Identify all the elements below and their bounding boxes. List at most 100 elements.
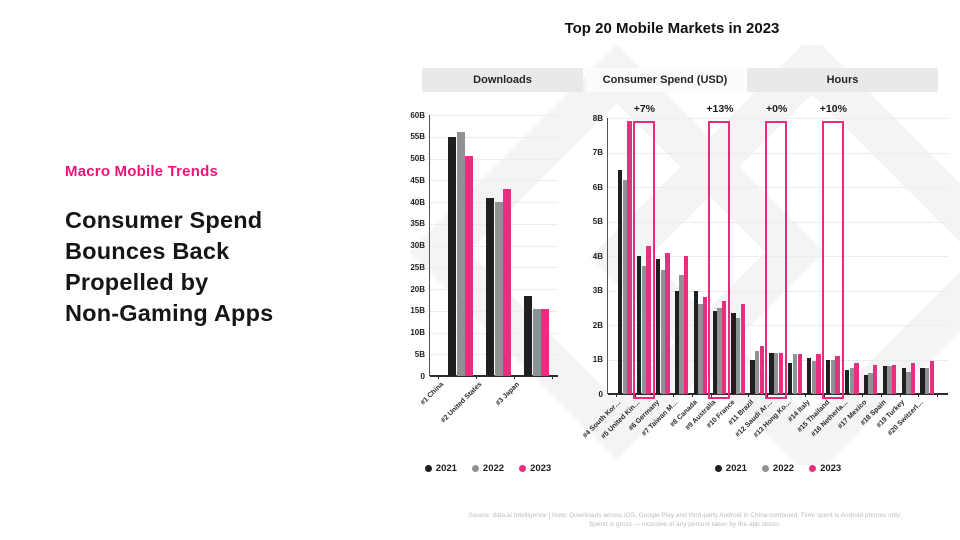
x-axis-tick: [438, 376, 439, 379]
legend-year-label: 2022: [482, 463, 505, 474]
legend-dot-2023: [519, 465, 527, 472]
growth-label: +7%: [633, 103, 655, 116]
gridline: [430, 310, 558, 312]
gridline: [430, 289, 558, 290]
x-axis-tick: [672, 394, 674, 397]
gridline: [430, 267, 558, 269]
legend-year-label: 2023: [530, 463, 552, 474]
headline-line: Non-Gaming Apps: [65, 300, 274, 326]
y-tick-label: 7B: [592, 148, 603, 157]
y-tick-label: 5B: [592, 217, 603, 226]
bar-2022: [811, 361, 817, 394]
bar-2021: [769, 352, 774, 394]
legend-year-label: 2022: [772, 463, 795, 474]
bar-2022: [925, 368, 930, 394]
headline-line: Consumer Spend: [65, 207, 263, 233]
bar-2021: [731, 312, 736, 394]
gridline: [608, 256, 948, 257]
bar-2022: [773, 352, 779, 394]
growth-label: +10%: [819, 103, 847, 116]
y-tick-label: 0: [598, 389, 603, 399]
bar-2021: [882, 366, 887, 394]
bar-2022: [755, 350, 760, 394]
chart-title: Top 20 Mobile Markets in 2023: [564, 20, 780, 37]
y-tick-label: 60B: [410, 110, 425, 120]
bar-2022: [494, 202, 503, 376]
y-tick-label: 8B: [592, 113, 603, 123]
legend-item: 2023: [519, 463, 551, 474]
bar-2022: [868, 373, 873, 394]
bar-2023: [503, 188, 512, 376]
x-axis-tick: [805, 394, 806, 397]
highlight-box: [765, 121, 788, 400]
bar-2022: [456, 132, 465, 376]
y-tick-label: 2B: [592, 320, 603, 330]
y-tick-label: 0: [420, 371, 425, 381]
legend-year-label: 2021: [435, 463, 457, 474]
x-axis-tick: [767, 394, 769, 397]
bar-2021: [636, 256, 642, 394]
bar-2021: [844, 369, 850, 394]
highlight-box: [821, 121, 844, 400]
gridline: [430, 202, 558, 203]
legend-dot-2022: [761, 465, 769, 472]
y-tick-label: 30B: [410, 241, 425, 250]
y-axis-line: [607, 118, 609, 394]
source-note-line: Spend is gross — inclusive of any percen…: [588, 521, 782, 528]
downloads-chart: 0 5B 10B 15B 20B 25B 30B 35B 40B 45B 50B 55B 60B #1 C…: [410, 111, 558, 424]
gridline: [430, 115, 558, 116]
y-tick-label: 15B: [410, 306, 425, 316]
y-tick-label: 6B: [592, 182, 603, 192]
bar-2021: [750, 359, 755, 394]
legend-dot-2021: [424, 465, 432, 472]
bar-2023: [778, 352, 783, 394]
y-tick-label: 20B: [410, 284, 425, 294]
gridline: [430, 354, 558, 356]
bar-2021: [863, 375, 869, 394]
tab-downloads: Downloads: [422, 68, 583, 92]
bar-2023: [646, 245, 651, 394]
gridline: [608, 118, 948, 119]
bar-2021: [807, 357, 812, 394]
legend-item: 2023: [809, 463, 841, 474]
bar-2021: [901, 368, 906, 394]
gridline: [608, 152, 948, 154]
bar-2021: [524, 295, 532, 376]
y-tick-label: 25B: [410, 262, 425, 272]
x-axis-tick: [748, 394, 750, 397]
bar-2022: [698, 304, 703, 394]
bar-2022: [792, 354, 798, 394]
bar-2021: [920, 368, 925, 394]
legend-dot-2022: [471, 465, 479, 472]
y-axis-line: [429, 115, 431, 376]
bar-2023: [684, 256, 689, 394]
bar-2021: [448, 136, 456, 376]
y-tick-label: 1B: [592, 355, 603, 364]
gridline: [608, 221, 948, 223]
legend-item: 2021: [424, 463, 457, 474]
tab-consumer-spend: Consumer Spend (USD): [586, 68, 744, 92]
bar-2023: [929, 361, 935, 394]
highlight-box: [708, 121, 731, 400]
y-tick-label: 35B: [410, 219, 425, 229]
legend-item: 2021: [714, 463, 747, 474]
tab-hours: Hours: [747, 68, 938, 92]
consumer-spend-legend: 2021 2022 2023: [656, 463, 900, 474]
x-axis-tick: [514, 376, 515, 379]
bar-2021: [655, 259, 661, 394]
x-axis-line: [608, 393, 948, 395]
x-axis-tick: [880, 394, 882, 397]
consumer-spend-chart: 0 1B 2B 3B 4B 5B 6B 7B 8B #4 South Kor… #5 United …: [582, 103, 948, 441]
y-tick-label: 40B: [410, 197, 425, 207]
gridline: [608, 187, 948, 188]
growth-label: +0%: [765, 103, 788, 116]
y-tick-label: 50B: [410, 154, 425, 163]
gridline: [430, 245, 558, 247]
x-axis-tick: [861, 394, 863, 397]
legend-dot-2023: [809, 465, 817, 472]
bar-2023: [665, 252, 670, 394]
bar-2022: [736, 318, 741, 394]
x-axis-tick: [918, 394, 920, 397]
gridline: [430, 136, 558, 138]
x-axis-tick: [823, 394, 825, 397]
